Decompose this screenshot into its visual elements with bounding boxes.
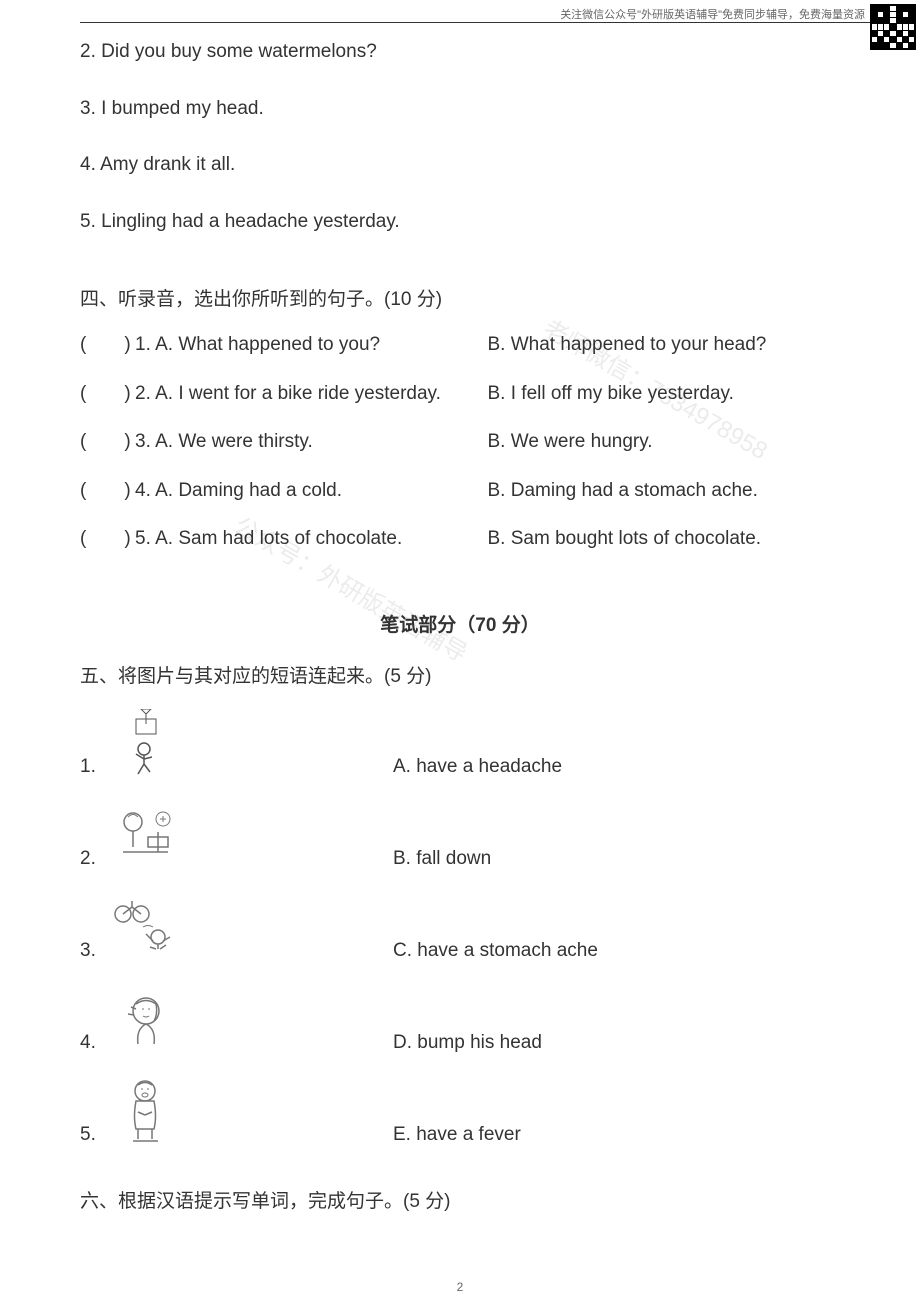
match-num: 2. (80, 848, 108, 870)
sentence-item: 2. Did you buy some watermelons? (80, 38, 840, 67)
sentence-item: 4. Amy drank it all. (80, 151, 840, 180)
question-row: ( ) 4. A. Daming had a cold. B. Daming h… (80, 477, 840, 506)
option-a: 1. A. What happened to you? (135, 331, 488, 360)
answer-bracket: ( ) (80, 428, 135, 457)
match-answer: D. bump his head (393, 1032, 542, 1054)
question-row: ( ) 1. A. What happened to you? B. What … (80, 331, 840, 360)
match-answer: A. have a headache (393, 756, 562, 778)
option-b: B. We were hungry. (488, 428, 841, 457)
option-b: B. Sam bought lots of chocolate. (488, 525, 841, 554)
answer-bracket: ( ) (80, 477, 135, 506)
option-a: 5. A. Sam had lots of chocolate. (135, 525, 488, 554)
match-image-stomachache-icon (108, 1076, 183, 1146)
match-num: 1. (80, 756, 108, 778)
answer-bracket: ( ) (80, 525, 135, 554)
sentence-item: 5. Lingling had a headache yesterday. (80, 208, 840, 237)
match-num: 5. (80, 1124, 108, 1146)
written-section-title: 笔试部分（70 分） (80, 610, 840, 637)
match-item: 1. A. have a headache (80, 708, 840, 778)
option-b: B. Daming had a stomach ache. (488, 477, 841, 506)
match-image-headache-icon (108, 984, 183, 1054)
match-item: 5. E. have a fever (80, 1076, 840, 1146)
answer-bracket: ( ) (80, 331, 135, 360)
match-num: 3. (80, 940, 108, 962)
match-image-bike-fall-icon (108, 892, 183, 962)
header-rule (80, 22, 880, 23)
section6-heading: 六、根据汉语提示写单词，完成句子。(5 分) (80, 1186, 840, 1213)
match-image-falling-child-icon (108, 708, 183, 778)
page-number: 2 (0, 1280, 920, 1294)
option-b: B. I fell off my bike yesterday. (488, 380, 841, 409)
sentence-item: 3. I bumped my head. (80, 95, 840, 124)
section4-heading: 四、听录音，选出你所听到的句子。(10 分) (80, 284, 840, 311)
match-answer: B. fall down (393, 848, 491, 870)
match-item: 4. D. bump his head (80, 984, 840, 1054)
match-image-sick-student-icon (108, 800, 183, 870)
match-answer: C. have a stomach ache (393, 940, 598, 962)
qr-code-icon (870, 4, 916, 50)
answer-bracket: ( ) (80, 380, 135, 409)
match-answer: E. have a fever (393, 1124, 521, 1146)
option-a: 2. A. I went for a bike ride yesterday. (135, 380, 488, 409)
match-item: 2. B. fall down (80, 800, 840, 870)
match-num: 4. (80, 1032, 108, 1054)
section5-heading: 五、将图片与其对应的短语连起来。(5 分) (80, 661, 840, 688)
header-promo-text: 关注微信公众号"外研版英语辅导"免费同步辅导，免费海量资源 (560, 6, 865, 22)
option-b: B. What happened to your head? (488, 331, 841, 360)
question-row: ( ) 3. A. We were thirsty. B. We were hu… (80, 428, 840, 457)
page-content: 2. Did you buy some watermelons? 3. I bu… (80, 38, 840, 1233)
question-row: ( ) 5. A. Sam had lots of chocolate. B. … (80, 525, 840, 554)
match-item: 3. C. have a stomach ache (80, 892, 840, 962)
question-row: ( ) 2. A. I went for a bike ride yesterd… (80, 380, 840, 409)
option-a: 3. A. We were thirsty. (135, 428, 488, 457)
option-a: 4. A. Daming had a cold. (135, 477, 488, 506)
